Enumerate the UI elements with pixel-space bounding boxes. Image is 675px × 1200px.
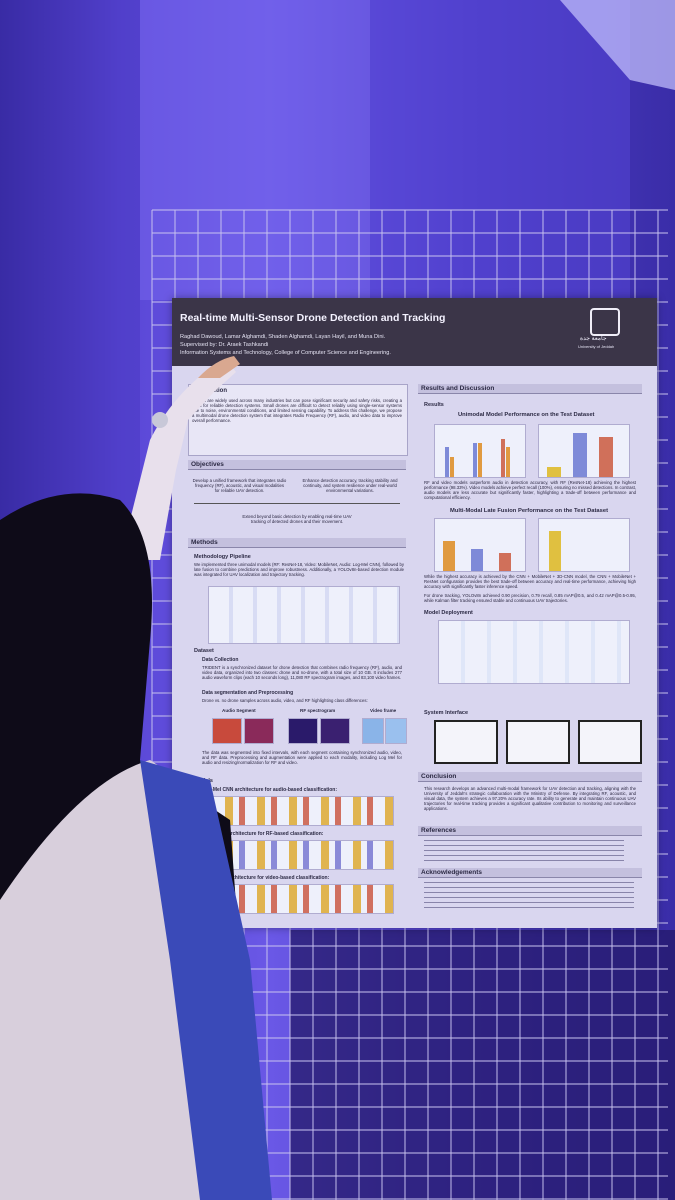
authors: Raghad Dawoud, Lamar Alghamdi, Shaden Al… [180,334,386,340]
collection-text: TRIDENT is a synchronized dataset for dr… [202,665,402,681]
video-sample [362,718,384,744]
segmentation-text: The data was segmented into fixed interv… [202,750,402,766]
watch [152,412,168,428]
chart-bar [473,443,477,477]
sample-label: Video frame [370,708,397,713]
chart-bar [506,447,510,477]
wall-panel [140,0,370,300]
audio-sample [244,718,274,744]
interface-screenshot [578,720,642,764]
logo-english: University of Jeddah [578,344,615,349]
section-heading: Results and Discussion [418,384,642,394]
subheading: Results [424,402,444,408]
supervisor: Supervised by: Dr. Araek Tashkandi [180,342,269,348]
connector-line [194,503,400,504]
video-sample [385,718,407,744]
fusion-text: While the highest accuracy is achieved b… [424,574,636,590]
interface-screenshot [506,720,570,764]
segmentation-intro: Drone vs. no drone samples across audio,… [202,698,368,703]
acknowledgement-lines [424,882,634,912]
ceiling-light [560,0,675,90]
intro-box [188,384,408,456]
poster-header: Real-time Multi-Sensor Drone Detection a… [172,298,657,366]
chart-bar [450,457,454,477]
results-chart-image [434,424,526,478]
section-heading: Conclusion [418,772,642,782]
raised-arm [120,362,236,560]
chart-bar [547,467,561,477]
architecture-diagram [212,840,394,870]
subheading: Data segmentation and Preprocessing [202,690,294,696]
rf-sample [320,718,350,744]
section-heading: References [418,826,642,836]
poster: Real-time Multi-Sensor Drone Detection a… [172,298,657,928]
model-caption: MobileNet architecture for video-based c… [202,875,330,881]
rf-sample [288,718,318,744]
chart-bar [573,433,587,477]
subheading: System Interface [424,710,469,716]
hand [198,356,240,378]
subheading: Dataset [194,648,214,654]
subheading: Data Collection [202,657,239,663]
pipeline-diagram [208,586,400,644]
pipeline-text: We implemented three unimodal models (RF… [194,562,405,578]
chart-bar [499,553,511,571]
architecture-diagram [212,884,394,914]
model-caption: Log-Mel CNN architecture for audio-based… [202,787,338,793]
subheading: Model Deployment [424,610,473,616]
objective: Enhance detection accuracy, tracking sta… [302,478,398,494]
poster-title: Real-time Multi-Sensor Drone Detection a… [180,312,446,324]
tracking-text: For drone tracking, YOLOv8n achieved 0.9… [424,593,636,604]
conclusion-text: This research develops an advanced multi… [424,786,636,812]
objective: Develop a unified framework that integra… [192,478,287,494]
chart-bar [471,549,483,571]
chart-bar [478,443,482,477]
audio-sample [212,718,242,744]
chart-caption: Unimodal Model Performance on the Test D… [458,412,595,418]
section-heading: Methods [188,538,406,548]
results-chart-image [434,518,526,572]
intro-text: Drones are widely used across many indus… [192,398,402,424]
chart-bar [549,531,561,571]
university-logo [590,308,620,336]
chart-bar [501,439,505,477]
section-heading: Objectives [188,460,406,470]
logo-arabic: جامعة جدة [580,336,607,342]
section-heading: Acknowledgements [418,868,642,878]
model-caption: ResNet-18 architecture for RF-based clas… [202,831,324,837]
sample-label: RF spectrogram [300,708,336,713]
chart-bar [445,447,449,477]
floor [290,930,675,1200]
references-lines [424,840,624,862]
results-chart-image [538,424,630,478]
interface-screenshot [434,720,498,764]
chart-caption: Multi-Modal Late Fusion Performance on t… [450,508,609,514]
results-chart-image [538,518,630,572]
wall-panel [370,0,630,300]
chart-bar [599,437,613,477]
subheading: Methodology Pipeline [194,554,251,560]
sample-label: Audio Segment [222,708,256,713]
affiliation: Information Systems and Technology, Coll… [180,350,391,356]
unimodal-text: RF and video models outperform audio in … [424,480,637,501]
objective: Extend beyond basic detection by enablin… [242,514,352,525]
deployment-diagram [438,620,630,684]
sash [140,760,272,1200]
architecture-diagram [212,796,394,826]
chart-bar [443,541,455,571]
